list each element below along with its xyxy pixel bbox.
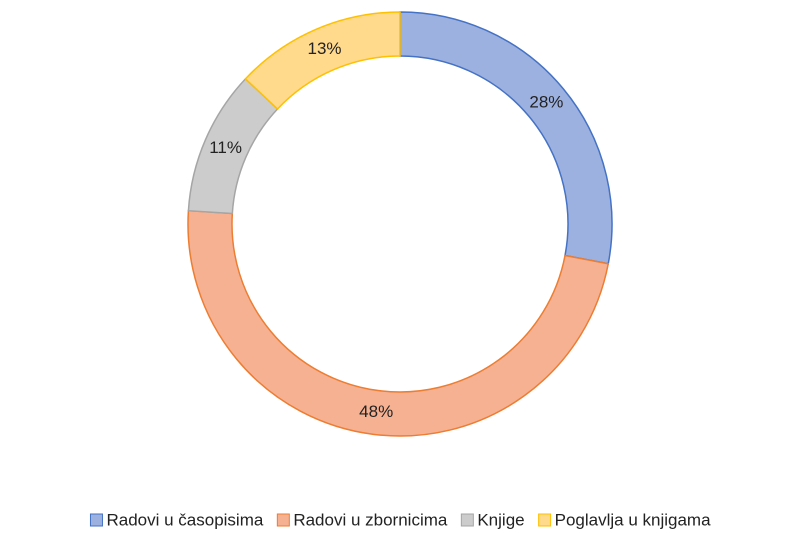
legend-swatch — [460, 513, 474, 527]
legend: Radovi u časopisima Radovi u zbornicima Kn… — [89, 510, 711, 529]
legend-swatch — [276, 513, 290, 527]
legend-label: Knjige — [477, 510, 524, 529]
donut-segment — [244, 11, 401, 111]
legend-label: Poglavlja u knjigama — [555, 510, 711, 529]
data-label: 28% — [529, 92, 563, 111]
data-label: 13% — [308, 39, 342, 58]
data-label: 11% — [209, 138, 242, 157]
data-label: 48% — [359, 402, 393, 421]
legend-label: Radovi u zbornicima — [293, 510, 448, 529]
legend-label: Radovi u časopisima — [106, 510, 263, 529]
legend-swatch — [89, 513, 103, 527]
legend-swatch — [538, 513, 552, 527]
donut-segment — [399, 11, 613, 265]
donut-segment — [187, 209, 610, 437]
